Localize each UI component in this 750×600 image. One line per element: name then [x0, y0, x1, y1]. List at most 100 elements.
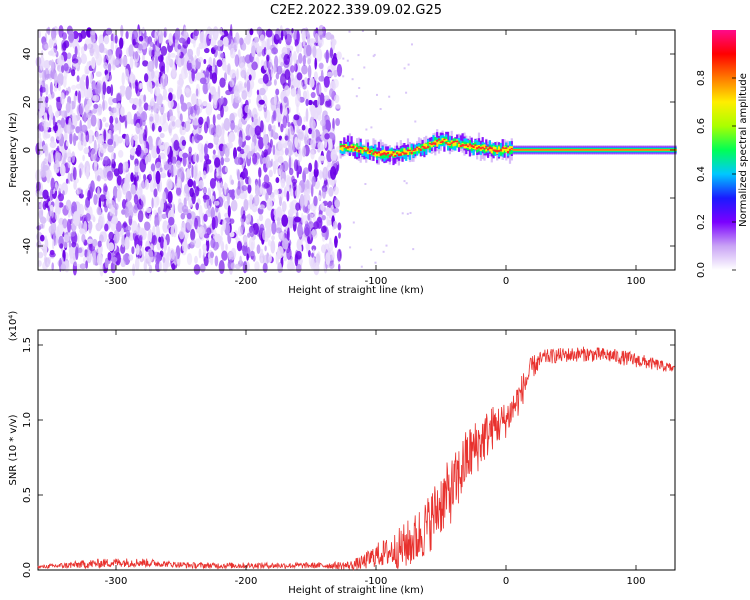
noise-speckle [98, 34, 104, 46]
noise-speckle [104, 223, 109, 232]
signal-ridge-cell [365, 150, 368, 158]
signal-ridge-cell [448, 136, 451, 146]
noise-speckle [321, 215, 326, 221]
noise-speckle [282, 160, 289, 172]
noise-speckle [155, 170, 161, 185]
noise-speckle [229, 218, 235, 224]
signal-ridge-cell [497, 150, 501, 152]
noise-speckle [241, 218, 245, 231]
signal-ridge-cell [605, 149, 608, 151]
noise-speckle [330, 148, 337, 163]
noise-speckle [305, 44, 312, 57]
noise-speckle [314, 33, 319, 44]
noise-speckle [196, 153, 199, 163]
noise-speckle [239, 192, 246, 200]
noise-speckle [233, 84, 240, 97]
noise-speckle [220, 95, 224, 105]
signal-ridge-cell [554, 149, 557, 151]
noise-speckle [149, 116, 154, 122]
noise-speckle [302, 215, 308, 225]
noise-speckle [92, 238, 98, 247]
noise-speckle [283, 85, 291, 97]
signal-ridge-cell [501, 146, 504, 149]
noise-speckle [187, 178, 194, 188]
x-tick-label: 100 [626, 576, 645, 587]
noise-speckle [307, 204, 312, 210]
noise-speckle [114, 34, 118, 44]
signal-ridge-cell [348, 146, 351, 148]
signal-ridge-cell [363, 150, 366, 152]
signal-ridge-cell [667, 149, 670, 151]
signal-ridge-cell [366, 151, 370, 155]
noise-speckle [249, 226, 255, 238]
signal-ridge-cell [656, 149, 659, 151]
noise-speckle [95, 45, 100, 56]
bottom-y-axis-label: SNR (10 * v/v) [8, 414, 19, 485]
noise-speckle [197, 216, 201, 228]
noise-speckle [360, 265, 363, 268]
noise-speckle [128, 254, 134, 261]
noise-speckle [220, 52, 225, 59]
noise-speckle [195, 98, 203, 107]
signal-ridge-cell [397, 151, 400, 154]
noise-speckle [188, 146, 193, 154]
noise-speckle [230, 120, 235, 131]
noise-speckle [154, 86, 161, 97]
noise-speckle [57, 72, 64, 86]
noise-speckle [307, 236, 311, 244]
noise-speckle [318, 24, 325, 39]
noise-speckle [376, 162, 379, 165]
signal-ridge-cell [652, 149, 655, 151]
noise-speckle [213, 44, 219, 51]
noise-speckle [187, 48, 194, 58]
noise-speckle [107, 63, 112, 73]
noise-speckle [191, 135, 195, 145]
signal-ridge-cell [516, 149, 519, 151]
y-tick-label: 0.0 [22, 562, 33, 578]
signal-ridge-cell [567, 149, 570, 151]
noise-speckle [261, 150, 264, 158]
noise-speckle [249, 251, 256, 257]
noise-speckle [196, 46, 201, 57]
noise-speckle [126, 111, 132, 125]
signal-ridge-cell [406, 149, 410, 152]
noise-speckle [275, 72, 280, 80]
noise-speckle [202, 186, 207, 195]
noise-speckle [242, 167, 248, 179]
noise-speckle [128, 44, 134, 58]
noise-speckle [330, 133, 336, 141]
noise-speckle [198, 170, 202, 178]
noise-speckle [242, 243, 248, 257]
noise-speckle [271, 114, 275, 124]
noise-speckle [75, 246, 79, 260]
noise-speckle [115, 220, 122, 233]
noise-speckle [137, 210, 144, 223]
noise-speckle [77, 233, 80, 244]
signal-ridge-cell [598, 149, 601, 151]
noise-speckle [148, 264, 153, 274]
noise-speckle [206, 227, 212, 235]
noise-speckle [81, 233, 86, 243]
noise-speckle [260, 257, 264, 263]
noise-speckle [268, 254, 272, 263]
noise-speckle [124, 236, 130, 250]
noise-speckle [321, 112, 325, 125]
noise-speckle [134, 150, 142, 156]
signal-ridge-cell [390, 153, 393, 156]
noise-speckle [112, 59, 120, 66]
signal-ridge-cell [568, 149, 572, 151]
noise-speckle [104, 69, 109, 75]
noise-speckle [118, 149, 124, 158]
noise-speckle [311, 252, 314, 258]
noise-speckle [112, 97, 119, 104]
noise-speckle [236, 68, 239, 80]
noise-speckle [252, 152, 258, 165]
noise-speckle [64, 130, 68, 143]
noise-speckle [54, 151, 60, 164]
noise-speckle [225, 243, 228, 251]
noise-speckle [83, 147, 90, 155]
signal-ridge-cell [499, 148, 502, 156]
signal-ridge-cell [583, 149, 586, 151]
noise-speckle [101, 216, 105, 228]
signal-ridge-cell [632, 149, 635, 151]
